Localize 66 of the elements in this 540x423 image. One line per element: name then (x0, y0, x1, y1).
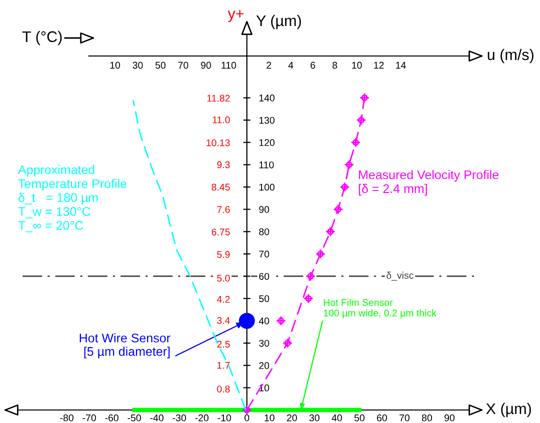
y-tick-label: 90 (259, 206, 270, 213)
x-axis-title: X (µm) (486, 402, 531, 418)
x-tick-label: -80 (60, 414, 74, 422)
x-tick-label: 50 (155, 62, 166, 69)
x-tick-label: -60 (105, 414, 118, 422)
y-tick-label: 60 (259, 272, 270, 280)
y2-axis-title: y+ (228, 10, 244, 22)
x-tick-label: -70 (82, 414, 96, 422)
x-tick-label: 40 (332, 414, 342, 422)
x2-tick-label: 6 (310, 62, 316, 69)
ref-line-label: δ_visc (386, 272, 414, 281)
x-tick-label: 20 (286, 414, 297, 422)
y-tick-label: 120 (259, 139, 275, 146)
x2-axis-title: u (m/s) (488, 48, 534, 64)
y2-tick-label: 10.13 (206, 139, 230, 146)
x-tick-label: 60 (377, 414, 387, 422)
y2-tick-label: 9.3 (217, 161, 230, 168)
y-tick-label: 50 (259, 295, 270, 302)
x2-tick-label: 8 (332, 62, 338, 69)
x-tick-label: -20 (195, 414, 208, 422)
x2-tick-label: 12 (374, 62, 384, 69)
y2-tick-label: 4.2 (216, 296, 230, 303)
y-tick-label: 80 (259, 228, 270, 236)
y2-tick-label: 0.8 (217, 386, 230, 393)
y-axis-title: Y (µm) (256, 14, 301, 30)
x-tick-label: -50 (128, 414, 141, 422)
x-tick-label: 70 (178, 62, 188, 69)
y2-tick-label: 5.0 (217, 274, 230, 282)
x-tick-label: 90 (200, 62, 211, 69)
y-tick-label: 130 (259, 116, 275, 124)
y2-tick-label: 8.45 (212, 184, 230, 191)
x-tick-label: 10 (110, 62, 120, 69)
y-tick-label: 100 (259, 184, 275, 191)
x-tick-label: 30 (132, 62, 143, 69)
series-label: Approximated Temperature Profile δ_t = 180 µm T_w = 130°C T_∞ = 20°C (18, 165, 127, 232)
y2-tick-label: 11.0 (212, 116, 230, 124)
x-tick-label: 80 (422, 414, 432, 422)
y2-tick-label: 7.6 (217, 206, 230, 214)
x2-tick-label: 14 (396, 62, 406, 69)
x-tick-label: 50 (354, 414, 364, 422)
y-tick-label: 110 (259, 161, 274, 168)
annotation: Hot Film Sensor 100 µm wide, 0.2 µm thick (324, 298, 436, 318)
y-tick-label: 70 (259, 250, 270, 258)
x-tick-label: -30 (172, 414, 186, 422)
x-axis-title: T (°C) (22, 30, 62, 46)
x-tick-label: 0 (244, 414, 250, 422)
y2-tick-label: 3.4 (217, 316, 230, 324)
y2-tick-label: 11.82 (207, 94, 230, 102)
x-tick-label: 70 (400, 414, 410, 422)
y2-tick-label: 1.7 (217, 362, 230, 369)
y-tick-label: 40 (258, 318, 270, 324)
y-tick-label: 30 (259, 340, 270, 347)
annotation: Hot Wire Sensor [5 µm diameter] (80, 333, 170, 358)
y2-tick-label: 5.9 (217, 251, 230, 258)
x-tick-label: -40 (150, 414, 164, 422)
y2-tick-label: 2.5 (217, 340, 230, 348)
x2-tick-label: 2 (266, 62, 272, 69)
x-tick-label: -10 (218, 414, 232, 422)
series-label: Measured Velocity Profile [δ = 2.4 mm] (358, 170, 498, 196)
x-tick-label: 110 (222, 62, 236, 69)
x-tick-label: 30 (309, 414, 320, 422)
y-tick-label: 140 (259, 94, 275, 102)
y-tick-label: 20 (259, 362, 270, 370)
x2-tick-label: 4 (288, 62, 294, 69)
x-tick-label: 90 (444, 414, 455, 422)
y2-tick-label: 6.75 (212, 228, 230, 236)
